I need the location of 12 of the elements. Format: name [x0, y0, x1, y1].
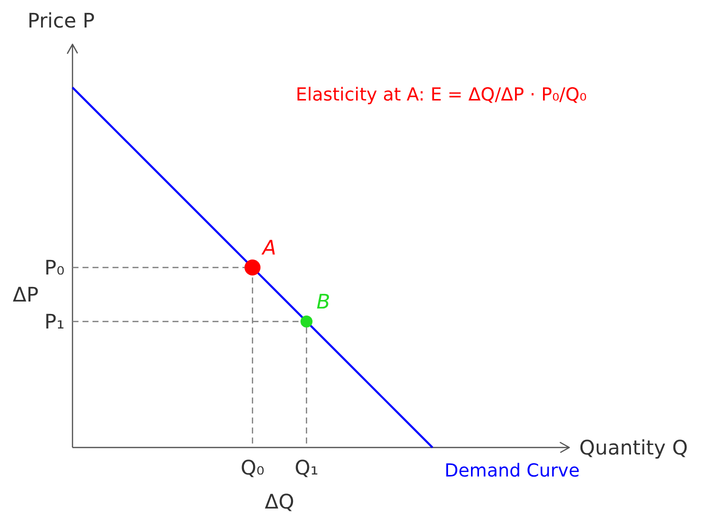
x-tick-label: Q₁ — [294, 456, 318, 480]
text: Quantity Q — [579, 436, 688, 460]
annotation: Elasticity at A: E = ΔQ/ΔP · P₀/Q₀ — [296, 84, 587, 106]
annotation: P₀ — [44, 256, 64, 280]
text: ΔP — [12, 282, 39, 306]
y-axis-title: Price P — [28, 8, 95, 32]
annotation: P₁ — [44, 310, 64, 334]
series-label: A — [260, 236, 276, 260]
text: ΔQ — [264, 490, 294, 514]
series-label: Demand Curve — [444, 460, 580, 482]
x-tick-label: Q₀ — [240, 456, 264, 480]
series-label: B — [316, 290, 330, 314]
